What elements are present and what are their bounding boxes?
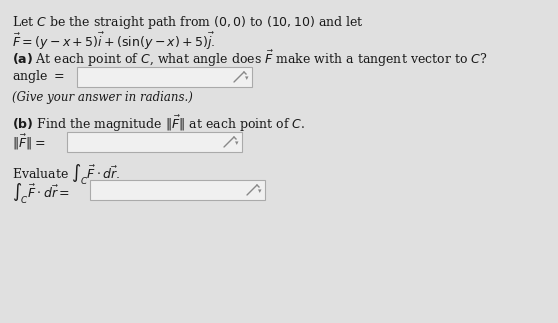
Text: $\mathbf{(b)}$ Find the magnitude $\|\vec{F}\|$ at each point of $C$.: $\mathbf{(b)}$ Find the magnitude $\|\ve…: [12, 114, 305, 134]
Text: angle $=$: angle $=$: [12, 68, 65, 85]
Bar: [90, 180, 265, 200]
Text: $\|\vec{F}\| =$: $\|\vec{F}\| =$: [12, 133, 45, 152]
Text: ▾: ▾: [246, 75, 249, 81]
Bar: [67, 132, 242, 152]
Text: $\vec{F} = (y - x + 5)\vec{i} + (\sin(y - x) + 5)\vec{j}.$: $\vec{F} = (y - x + 5)\vec{i} + (\sin(y …: [12, 31, 215, 52]
Text: Evaluate $\int_C \vec{F} \cdot d\vec{r}.$: Evaluate $\int_C \vec{F} \cdot d\vec{r}.…: [12, 162, 121, 187]
Text: ▾: ▾: [258, 188, 262, 194]
Text: $\int_C \vec{F} \cdot d\vec{r} =$: $\int_C \vec{F} \cdot d\vec{r} =$: [12, 181, 70, 206]
Text: (Give your answer in radians.): (Give your answer in radians.): [12, 91, 193, 104]
Text: $\mathbf{(a)}$ At each point of $C$, what angle does $\vec{F}$ make with a tange: $\mathbf{(a)}$ At each point of $C$, wha…: [12, 49, 488, 69]
Text: Let $C$ be the straight path from $(0, 0)$ to $(10, 10)$ and let: Let $C$ be the straight path from $(0, 0…: [12, 14, 364, 31]
Text: ▾: ▾: [235, 140, 239, 146]
Bar: [77, 67, 252, 87]
